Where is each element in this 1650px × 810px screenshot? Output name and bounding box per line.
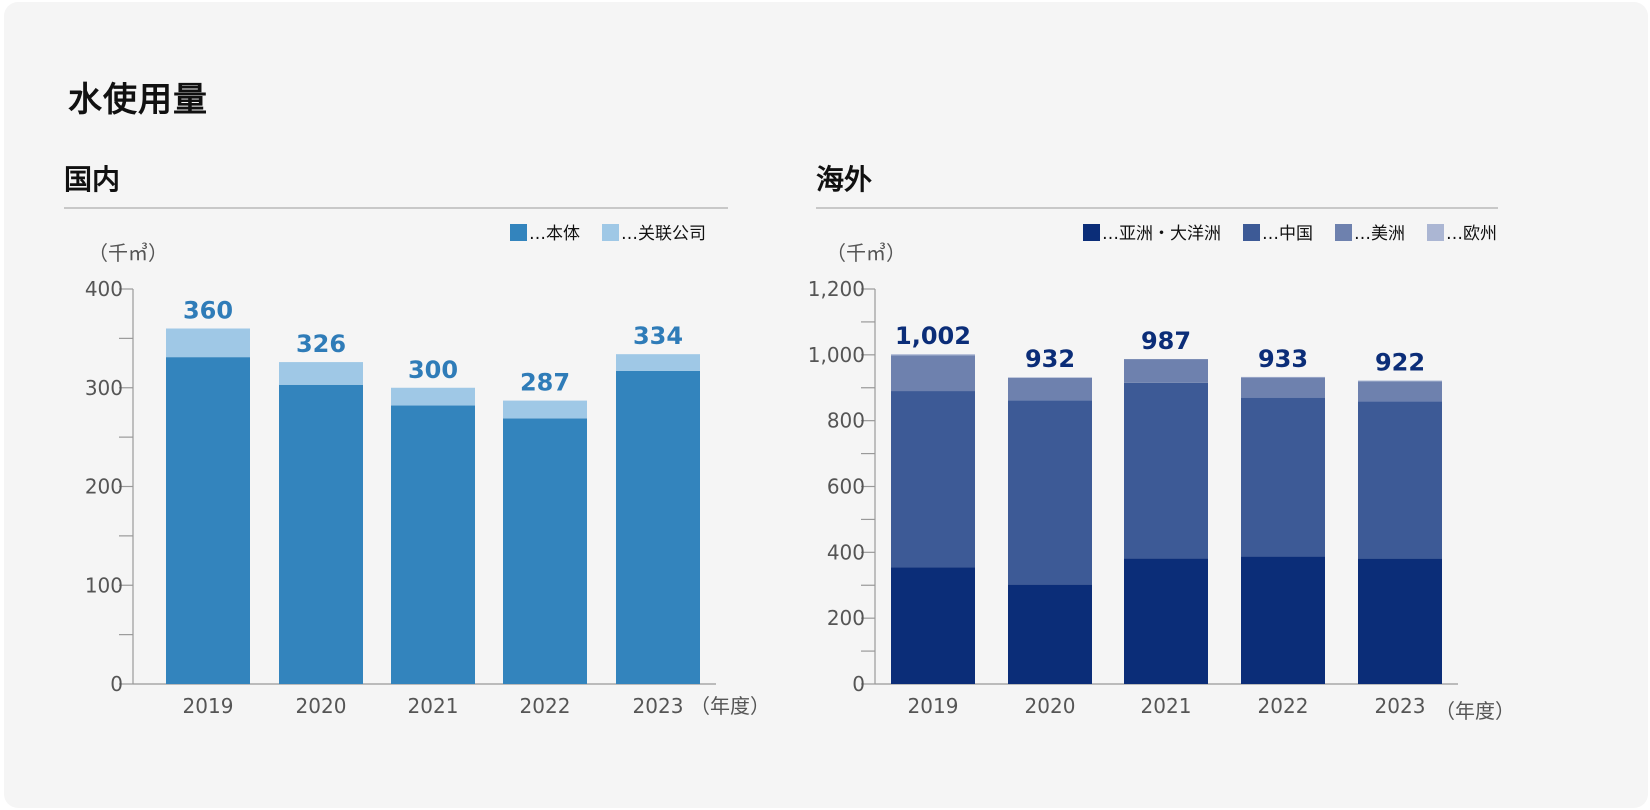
overseas-y-tick-label: 200 — [827, 606, 865, 630]
domestic-section-title: 国内 — [64, 163, 121, 196]
domestic-bar-2022-series-0 — [503, 418, 587, 684]
overseas-bar-2020-series-2 — [1008, 377, 1092, 401]
overseas-bar-2020-series-3 — [1008, 377, 1092, 378]
overseas-x-unit-label: （年度） — [1435, 699, 1515, 723]
domestic-bar-2019-series-0 — [166, 357, 250, 684]
domestic-total-label-2021: 300 — [408, 356, 458, 384]
page-title: 水使用量 — [68, 80, 208, 120]
domestic-x-tick-label-2023: 2023 — [633, 694, 684, 718]
overseas-x-tick-label-2021: 2021 — [1141, 694, 1192, 718]
domestic-y-tick-label: 400 — [85, 277, 123, 301]
domestic-legend-label-0: …本体 — [529, 224, 580, 244]
domestic-bar-2023-series-1 — [616, 354, 700, 371]
domestic-chart: 0 100 200 300 400 360 2019 326 2020 300 2021 287 202… — [85, 224, 760, 718]
overseas-bar-2019-series-0 — [891, 567, 975, 684]
domestic-y-tick-label: 300 — [85, 376, 123, 400]
overseas-bar-2019-series-1 — [891, 391, 975, 568]
overseas-bar-2021-series-0 — [1124, 558, 1208, 684]
overseas-chart: 0 200 400 600 800 1,000 1,200 1,002 2019 932 2020 9… — [808, 224, 1515, 723]
overseas-bar-2023-series-1 — [1358, 401, 1442, 559]
overseas-section-title: 海外 — [816, 163, 873, 196]
domestic-bar-2020-series-0 — [279, 384, 363, 684]
domestic-total-label-2023: 334 — [633, 322, 683, 350]
overseas-legend-swatch-2 — [1335, 224, 1352, 241]
domestic-divider — [64, 207, 728, 209]
overseas-total-label-2019: 1,002 — [895, 322, 971, 350]
domestic-x-tick-label-2019: 2019 — [183, 694, 234, 718]
overseas-y-unit-label: （千㎥） — [826, 241, 906, 265]
overseas-x-tick-label-2022: 2022 — [1258, 694, 1309, 718]
overseas-bar-2019-series-3 — [891, 354, 975, 356]
overseas-y-tick-label: 400 — [827, 540, 865, 564]
overseas-legend-label-1: …中国 — [1262, 224, 1313, 244]
overseas-y-tick-label: 0 — [852, 672, 865, 696]
overseas-y-tick-label: 1,200 — [808, 277, 865, 301]
domestic-bar-2023-series-0 — [616, 370, 700, 684]
domestic-y-tick-label: 100 — [85, 573, 123, 597]
domestic-y-tick-label: 0 — [110, 672, 123, 696]
overseas-legend-label-2: …美洲 — [1354, 224, 1405, 244]
domestic-legend-swatch-0 — [510, 224, 527, 241]
overseas-y-tick-label: 1,000 — [808, 343, 865, 367]
overseas-bar-2022-series-1 — [1241, 397, 1325, 557]
domestic-x-unit-label: （年度） — [690, 694, 760, 718]
overseas-x-tick-label-2020: 2020 — [1025, 694, 1076, 718]
overseas-legend-label-3: …欧州 — [1446, 224, 1497, 244]
domestic-legend-label-1: …关联公司 — [621, 224, 706, 244]
domestic-y-unit-label: （千㎥） — [88, 241, 168, 265]
overseas-divider — [816, 207, 1498, 209]
domestic-x-tick-label-2020: 2020 — [296, 694, 347, 718]
overseas-bar-2023-series-0 — [1358, 558, 1442, 684]
overseas-bar-2022-series-3 — [1241, 376, 1325, 378]
domestic-bar-2021-series-0 — [391, 405, 475, 684]
overseas-bar-2023-series-2 — [1358, 381, 1442, 402]
overseas-legend-label-0: …亚洲・大洋洲 — [1102, 224, 1221, 244]
overseas-total-label-2023: 922 — [1375, 349, 1425, 377]
overseas-y-tick-label: 800 — [827, 409, 865, 433]
overseas-bar-2019-series-2 — [891, 355, 975, 392]
domestic-bar-2022-series-1 — [503, 400, 587, 419]
overseas-total-label-2022: 933 — [1258, 345, 1308, 373]
overseas-x-tick-label-2023: 2023 — [1375, 694, 1426, 718]
domestic-bar-2019-series-1 — [166, 328, 250, 358]
overseas-bar-2021-series-1 — [1124, 382, 1208, 559]
domestic-bar-2021-series-1 — [391, 387, 475, 406]
overseas-bar-2021-series-2 — [1124, 359, 1208, 383]
overseas-total-label-2021: 987 — [1141, 327, 1191, 355]
overseas-x-tick-label-2019: 2019 — [908, 694, 959, 718]
overseas-legend-swatch-3 — [1427, 224, 1444, 241]
overseas-y-tick-label: 600 — [827, 475, 865, 499]
domestic-x-tick-label-2022: 2022 — [520, 694, 571, 718]
domestic-total-label-2020: 326 — [296, 330, 346, 358]
overseas-bar-2020-series-1 — [1008, 400, 1092, 585]
domestic-legend-swatch-1 — [602, 224, 619, 241]
overseas-bar-2020-series-0 — [1008, 584, 1092, 684]
overseas-bar-2022-series-0 — [1241, 556, 1325, 684]
overseas-bar-2022-series-2 — [1241, 377, 1325, 398]
domestic-bar-2020-series-1 — [279, 362, 363, 385]
domestic-total-label-2022: 287 — [520, 369, 570, 397]
domestic-total-label-2019: 360 — [183, 297, 233, 325]
domestic-y-tick-label: 200 — [85, 475, 123, 499]
overseas-legend-swatch-0 — [1083, 224, 1100, 241]
overseas-legend-swatch-1 — [1243, 224, 1260, 241]
overseas-total-label-2020: 932 — [1025, 345, 1075, 373]
domestic-x-tick-label-2021: 2021 — [408, 694, 459, 718]
overseas-bar-2023-series-3 — [1358, 380, 1442, 382]
